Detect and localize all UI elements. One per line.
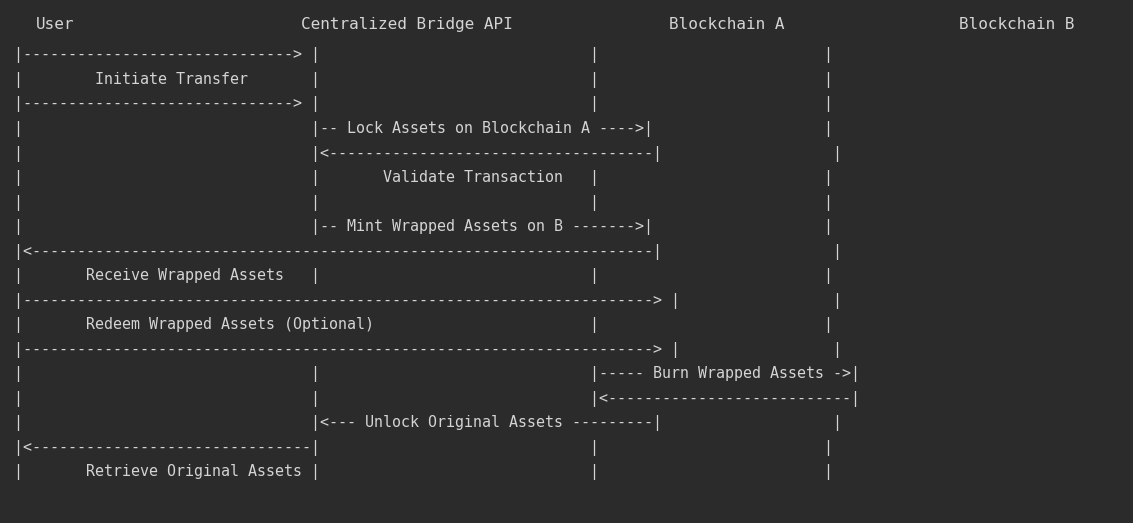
Text: |------------------------------> |                              |               : |------------------------------> | | bbox=[15, 97, 833, 112]
Text: |----------------------------------------------------------------------> |      : |---------------------------------------… bbox=[15, 293, 842, 309]
Text: |                                |                              |----- Burn Wrap: | | |----- Burn Wrap bbox=[15, 366, 860, 382]
Text: |       Receive Wrapped Assets   |                              |               : | Receive Wrapped Assets | | bbox=[15, 268, 833, 284]
Text: |       Retrieve Original Assets |                              |               : | Retrieve Original Assets | | bbox=[15, 464, 833, 480]
Text: User: User bbox=[36, 17, 75, 32]
Text: Blockchain A: Blockchain A bbox=[670, 17, 785, 32]
Text: |----------------------------------------------------------------------> |      : |---------------------------------------… bbox=[15, 342, 842, 358]
Text: |------------------------------> |                              |               : |------------------------------> | | bbox=[15, 48, 833, 63]
Text: Blockchain B: Blockchain B bbox=[960, 17, 1075, 32]
Text: |                                |                              |<--------------: | | |<-------------- bbox=[15, 391, 860, 407]
Text: |                                |<------------------------------------|        : | |<------------------------------------… bbox=[15, 145, 842, 162]
Text: |<-------------------------------|                              |               : |<-------------------------------| | bbox=[15, 440, 833, 456]
Text: |                                |<--- Unlock Original Assets ---------|        : | |<--- Unlock Original Assets ---------… bbox=[15, 415, 842, 431]
Text: |                                |-- Lock Assets on Blockchain A ---->|         : | |-- Lock Assets on Blockchain A ---->| bbox=[15, 121, 833, 137]
Text: |                                |                              |               : | | | bbox=[15, 195, 833, 211]
Text: |                                |-- Mint Wrapped Assets on B ------->|         : | |-- Mint Wrapped Assets on B ------->| bbox=[15, 219, 833, 235]
Text: |        Initiate Transfer       |                              |               : | Initiate Transfer | | bbox=[15, 72, 833, 88]
Text: Centralized Bridge API: Centralized Bridge API bbox=[300, 17, 512, 32]
Text: |<---------------------------------------------------------------------|        : |<--------------------------------------… bbox=[15, 244, 842, 259]
Text: |                                |       Validate Transaction   |               : | | Validate Transaction | bbox=[15, 170, 833, 186]
Text: |       Redeem Wrapped Assets (Optional)                        |               : | Redeem Wrapped Assets (Optional) | bbox=[15, 317, 833, 333]
